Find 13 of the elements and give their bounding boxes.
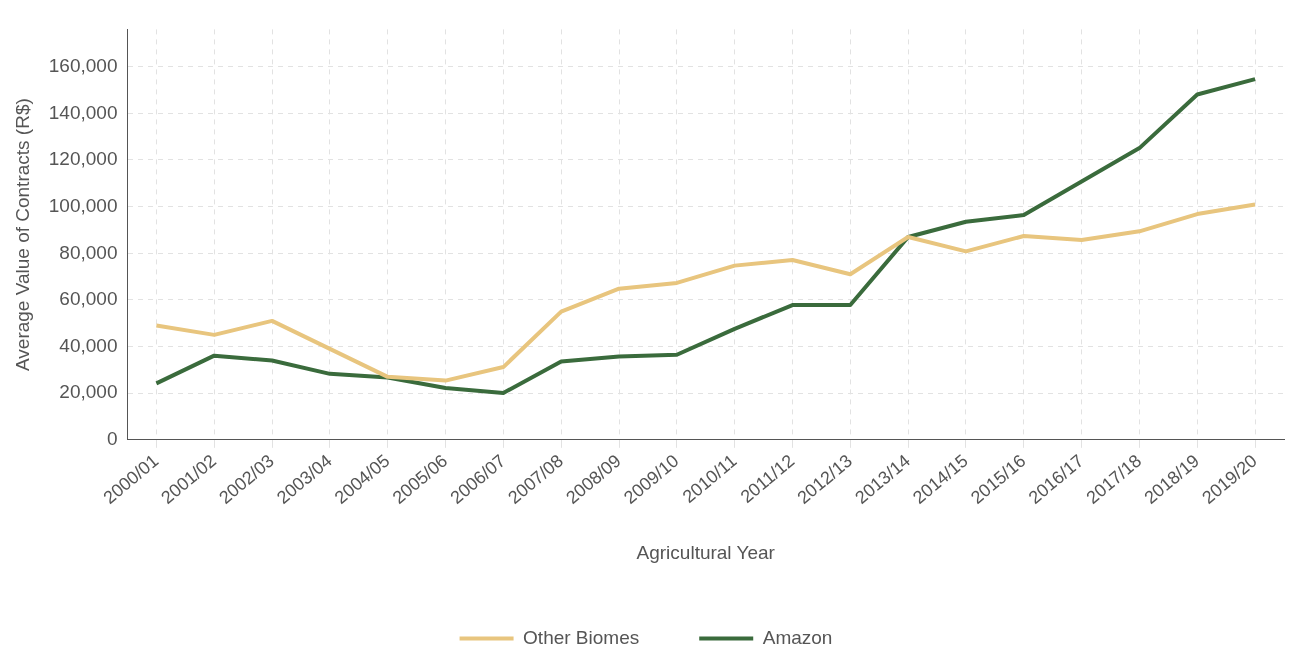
y-tick-label: 120,000 <box>48 148 118 170</box>
legend-label: Amazon <box>762 626 833 648</box>
y-tick-label: 160,000 <box>48 54 118 76</box>
legend-label: Other Biomes <box>523 626 640 648</box>
y-tick-label: 0 <box>106 428 118 450</box>
y-tick-label: 100,000 <box>48 194 118 216</box>
x-axis-title: Agricultural Year <box>636 541 776 563</box>
y-tick-label: 60,000 <box>59 288 118 310</box>
y-tick-label: 140,000 <box>48 101 118 123</box>
y-tick-label: 80,000 <box>59 241 118 263</box>
y-axis-title: Average Value of Contracts (R$) <box>11 98 33 372</box>
y-tick-label: 20,000 <box>59 381 118 403</box>
y-tick-label: 40,000 <box>59 334 118 356</box>
